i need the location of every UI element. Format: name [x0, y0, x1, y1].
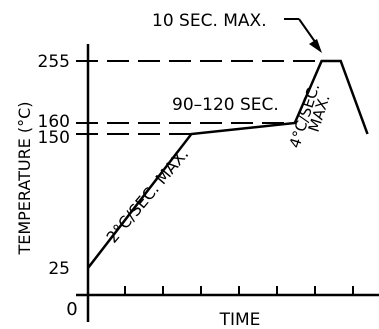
annotation-2c-sec-max: 2°C/SEC. MAX. — [103, 145, 193, 247]
y-axis-label: TEMPERATURE (°C) — [15, 101, 34, 255]
y-tick-label-160: 160 — [38, 112, 70, 132]
annotation-10-sec-arrowhead — [309, 39, 322, 53]
y-tick-label-150: 150 — [38, 128, 70, 148]
annotation-90-120-sec: 90–120 SEC. — [172, 95, 279, 115]
annotation-10-sec-max: 10 SEC. MAX. — [152, 11, 267, 31]
x-axis-label: TIME — [219, 310, 261, 329]
reference-lines — [76, 60, 341, 135]
series-line-temperature-profile — [87, 59, 369, 269]
y-tick-label-25: 25 — [48, 259, 70, 279]
x-axis-ticks — [124, 286, 354, 295]
origin-label: 0 — [66, 299, 77, 320]
y-tick-label-255: 255 — [38, 52, 70, 72]
